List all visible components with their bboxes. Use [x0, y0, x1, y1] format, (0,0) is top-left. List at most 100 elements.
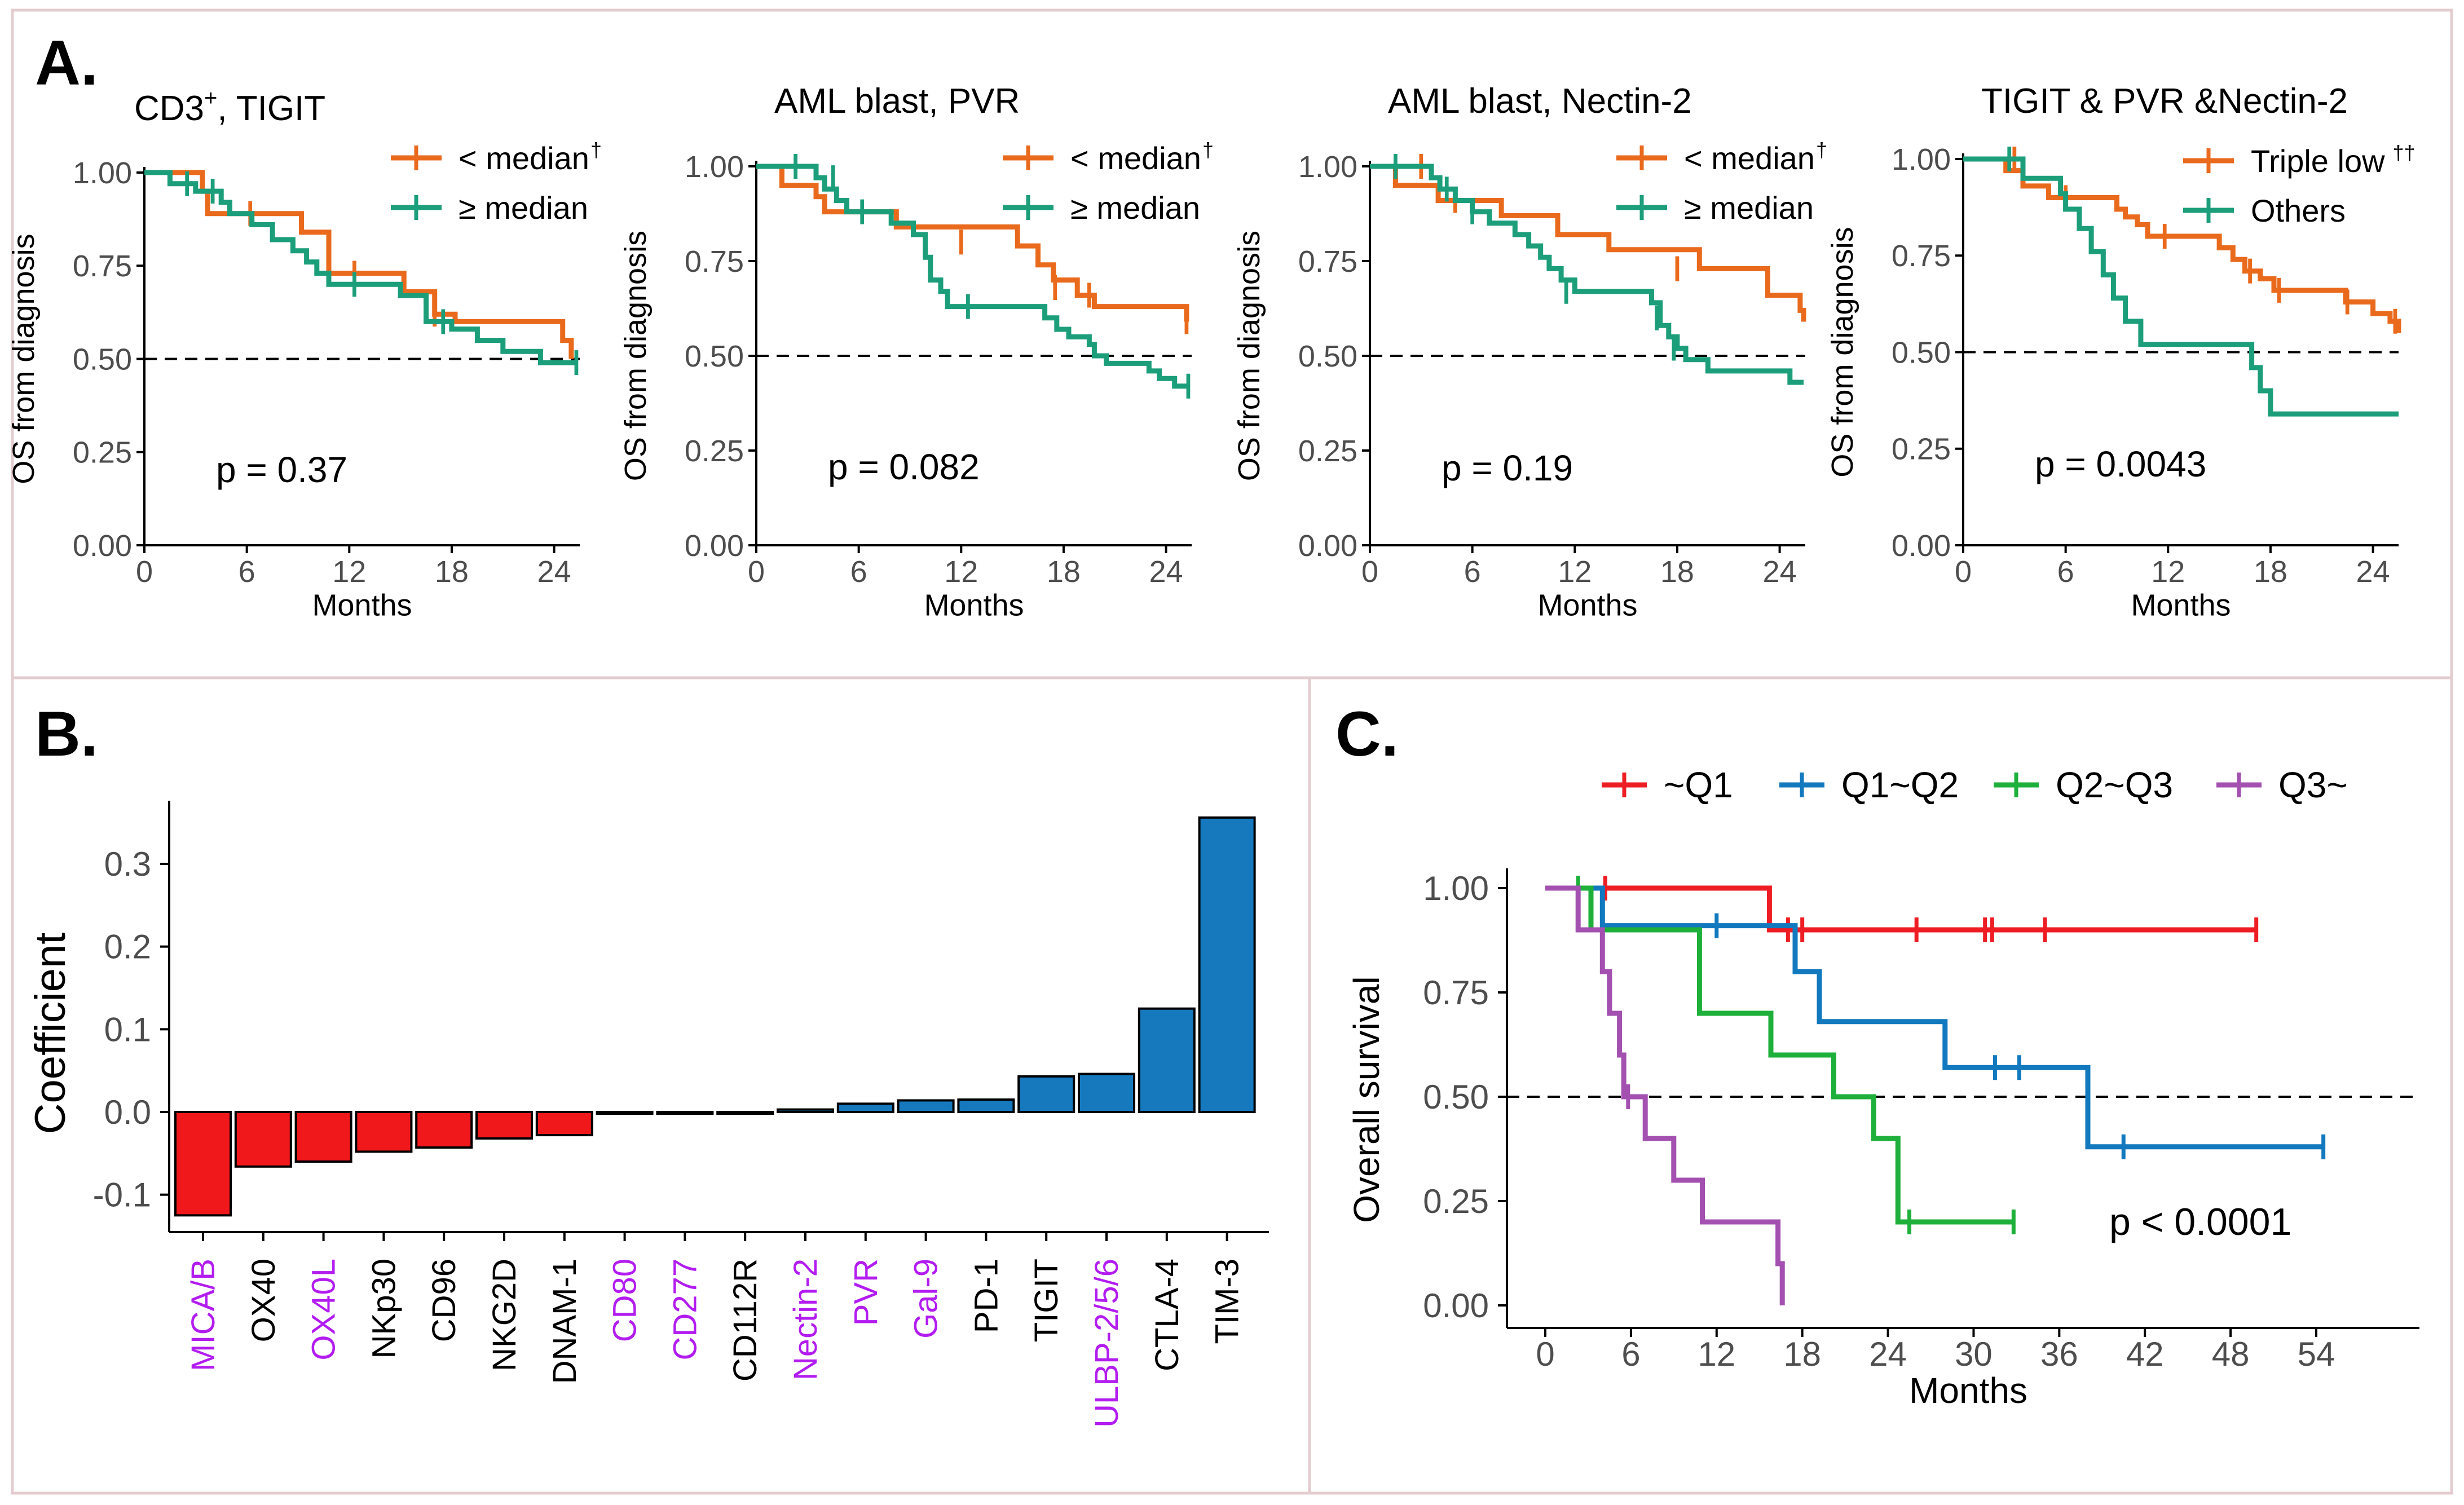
y-tick-label: 0.00 — [73, 529, 132, 563]
y-axis-title: Coefficient — [27, 933, 74, 1135]
bar — [836, 1102, 894, 1114]
bar — [294, 1111, 352, 1163]
x-tick-label: 24 — [1149, 555, 1183, 589]
panel-frames — [11, 8, 2453, 1495]
y-tick-label: 0.50 — [1298, 339, 1357, 373]
bar — [415, 1111, 473, 1149]
bar — [174, 1111, 232, 1217]
panel-b-label: B. — [35, 699, 98, 769]
y-axis-title: OS from diagnosis — [1826, 227, 1859, 477]
bar — [716, 1111, 774, 1115]
bar — [1138, 1007, 1196, 1113]
x-tick-label: 0 — [748, 555, 765, 589]
x-tick-label: 0 — [136, 555, 153, 589]
x-tick-label: CTLA-4 — [1149, 1259, 1185, 1371]
km-series — [1545, 885, 1785, 1305]
km-series — [756, 164, 1189, 334]
km-panel-a3: 0.00 0.25 0.50 0.75 1.00 0 6 12 18 24 Months OS fro… — [1232, 82, 1827, 623]
bar — [535, 1111, 593, 1137]
x-tick-label: 12 — [1698, 1335, 1735, 1373]
y-tick-label: 1.00 — [1298, 150, 1357, 184]
x-tick-label: 12 — [944, 555, 978, 589]
km-panel-a4: 0.00 0.25 0.50 0.75 1.00 0 6 12 18 24 Months OS fro… — [1826, 82, 2415, 623]
x-tick-label: 24 — [2356, 555, 2390, 589]
x-axis-title: Months — [924, 589, 1024, 623]
x-tick-label: 0 — [1955, 555, 1972, 589]
panel-a-label: A. — [35, 28, 98, 98]
panel-c-frame — [1308, 676, 2453, 1495]
legend-label: ≥ median — [1070, 190, 1200, 226]
y-axis-title: OS from diagnosis — [619, 231, 653, 481]
y-tick-label: 1.00 — [73, 156, 132, 190]
y-tick-label: 0.00 — [1892, 529, 1951, 563]
x-tick-label: Gal-9 — [908, 1259, 945, 1339]
x-tick-label: TIGIT — [1028, 1259, 1065, 1342]
x-tick-label: 0 — [1361, 555, 1378, 589]
y-tick-label: 0.3 — [104, 845, 151, 883]
y-tick-label: 0.00 — [685, 529, 744, 563]
y-tick-label: 0.50 — [73, 342, 132, 376]
chart-title: TIGIT & PVR &Nectin-2 — [1981, 82, 2348, 121]
p-value-label: p < 0.0001 — [2109, 1201, 2291, 1243]
bar — [1198, 816, 1256, 1114]
x-tick-label: CD96 — [426, 1259, 462, 1342]
x-tick-label: 48 — [2212, 1335, 2250, 1373]
y-tick-label: 1.00 — [1423, 870, 1489, 907]
y-tick-label: 0.75 — [1298, 245, 1357, 279]
km-curve — [144, 170, 576, 365]
x-tick-label: PD-1 — [968, 1259, 1004, 1333]
y-tick-label: 0.1 — [104, 1010, 151, 1048]
km-panel-c: 0.00 0.25 0.50 0.75 1.00 0 6 12 18 24 30 36 42 48 54 Mo… — [1346, 765, 2419, 1411]
x-axis-title: Months — [312, 589, 412, 623]
km-curve — [1545, 885, 1785, 1305]
x-tick-label: CD277 — [667, 1259, 703, 1361]
x-tick-label: NKp30 — [365, 1259, 402, 1358]
bar — [957, 1098, 1015, 1113]
y-axis-title: OS from diagnosis — [1232, 231, 1266, 481]
km-series — [1545, 885, 2326, 1159]
x-tick-label: 24 — [1763, 555, 1797, 589]
x-tick-label: 6 — [1464, 555, 1481, 589]
x-tick-label: TIM-3 — [1209, 1259, 1246, 1344]
x-tick-label: PVR — [848, 1259, 884, 1326]
km-curve — [144, 170, 574, 359]
legend-label: Others — [2251, 193, 2346, 228]
y-tick-label: 0.00 — [1298, 529, 1357, 563]
km-series — [756, 154, 1191, 399]
x-tick-label: 18 — [1047, 555, 1081, 589]
legend-label: < median† — [459, 138, 602, 176]
y-tick-label: 0.75 — [1892, 239, 1951, 273]
x-tick-label: CD80 — [607, 1259, 643, 1342]
x-tick-label: 12 — [332, 555, 366, 589]
legend-label: Q3~ — [2278, 765, 2348, 805]
x-tick-label: 42 — [2126, 1335, 2164, 1373]
km-curve — [1545, 885, 2014, 1225]
p-value-label: p = 0.37 — [216, 449, 347, 490]
bar — [897, 1099, 955, 1114]
x-tick-label: Nectin-2 — [787, 1259, 824, 1380]
km-series — [1545, 876, 2259, 942]
legend-label: < median† — [1070, 138, 1214, 176]
chart-title: AML blast, Nectin-2 — [1388, 82, 1692, 121]
y-tick-label: 0.75 — [73, 249, 132, 283]
km-curve — [1370, 164, 1804, 385]
y-tick-label: 1.00 — [1892, 143, 1951, 176]
chart-title: AML blast, PVR — [774, 82, 1020, 121]
y-tick-label: 0.0 — [104, 1093, 151, 1131]
p-value-label: p = 0.082 — [828, 447, 980, 487]
x-tick-label: 36 — [2040, 1335, 2078, 1373]
y-tick-label: 0.25 — [685, 434, 744, 468]
y-axis-title: OS from diagnosis — [7, 233, 41, 484]
y-tick-label: 0.50 — [1423, 1078, 1489, 1116]
x-tick-label: 18 — [1660, 555, 1694, 589]
x-tick-label: 12 — [2151, 555, 2185, 589]
x-tick-label: OX40L — [306, 1259, 342, 1361]
x-tick-label: 24 — [1869, 1335, 1907, 1373]
panel-c-label: C. — [1335, 699, 1399, 769]
legend-label: ≥ median — [459, 190, 588, 226]
x-tick-label: 18 — [2254, 555, 2287, 589]
y-axis-title: Overall survival — [1346, 976, 1387, 1222]
x-tick-label: 6 — [1621, 1335, 1640, 1373]
